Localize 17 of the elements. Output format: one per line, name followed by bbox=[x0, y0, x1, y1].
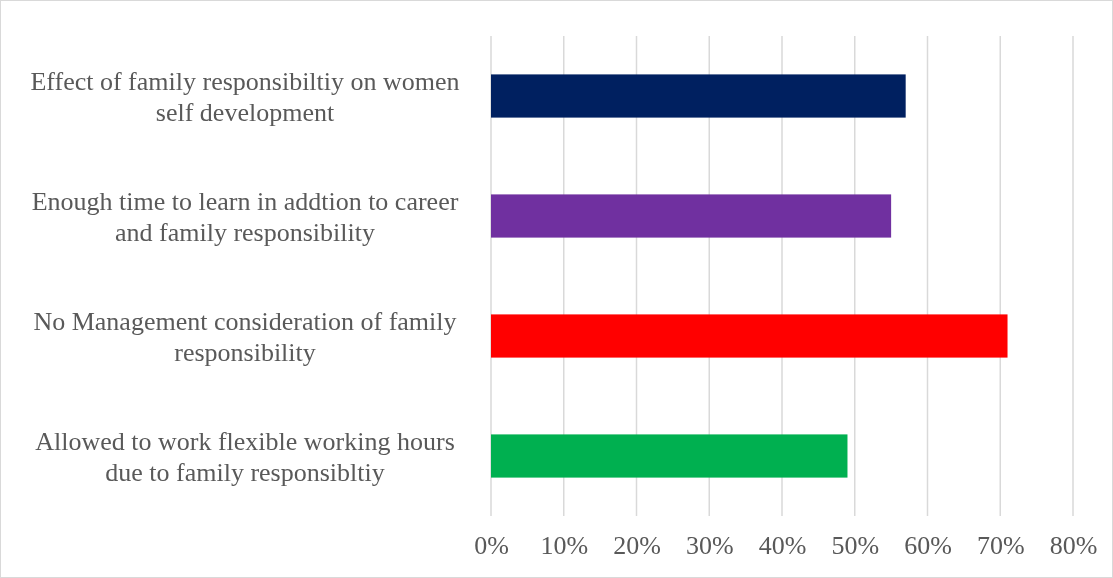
bar bbox=[491, 74, 906, 118]
y-tick-label: Enough time to learn in addtion to career and family responsibility bbox=[31, 186, 459, 247]
bar bbox=[491, 434, 848, 478]
x-tick-label: 70% bbox=[976, 531, 1025, 561]
x-tick-label: 0% bbox=[474, 531, 509, 561]
x-tick-label: 80% bbox=[1049, 531, 1098, 561]
y-tick-label: No Management consideration of family responsibility bbox=[33, 306, 457, 367]
x-tick-label: 50% bbox=[831, 531, 880, 561]
x-tick-label: 20% bbox=[613, 531, 661, 561]
y-tick-label: Allowed to work flexible working hours due to family responsibltiy bbox=[35, 426, 455, 487]
y-tick-label: Effect of family responsibiltiy on women self development bbox=[30, 66, 460, 127]
bar bbox=[491, 194, 892, 238]
x-tick-label: 60% bbox=[904, 531, 952, 561]
x-tick-label: 10% bbox=[540, 531, 589, 561]
bar bbox=[491, 314, 1008, 358]
x-tick-label: 30% bbox=[685, 531, 734, 561]
x-tick-label: 40% bbox=[758, 531, 807, 561]
